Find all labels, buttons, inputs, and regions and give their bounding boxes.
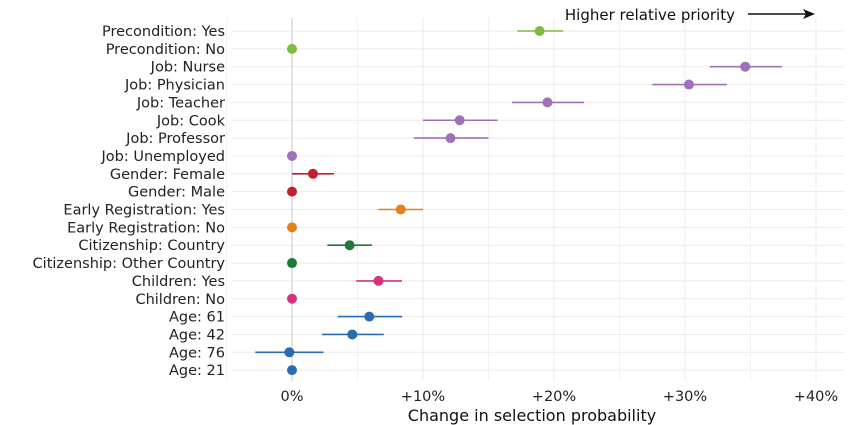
x-tick-label: 0% (280, 389, 303, 405)
point-estimate (347, 329, 358, 340)
point-estimate (373, 275, 384, 286)
y-tick-label: Children: Yes (132, 274, 225, 290)
annotation-text: Higher relative priority (565, 6, 735, 24)
x-axis-title: Change in selection probability (408, 406, 656, 425)
y-tick-label: Gender: Male (128, 185, 225, 201)
point-estimate (740, 61, 751, 72)
y-tick-label: Job: Cook (156, 113, 226, 129)
y-tick-label: Age: 76 (169, 345, 225, 361)
point-estimate (287, 293, 297, 304)
point-estimate (307, 168, 318, 179)
plot-panel (232, 18, 844, 381)
point-estimate (284, 347, 295, 358)
x-tick-label: +10% (401, 389, 445, 405)
y-tick-label: Precondition: Yes (102, 24, 225, 40)
point-estimate (287, 43, 297, 54)
y-tick-label: Age: 61 (169, 310, 225, 326)
point-estimate (534, 26, 545, 36)
y-tick-label: Citizenship: Country (78, 238, 225, 254)
annotation-arrow-head (803, 9, 815, 19)
y-tick-labels: Precondition: Yes Precondition: No Job: Nu… (33, 24, 226, 379)
y-tick-label: Job: Professor (125, 131, 225, 147)
point-estimate (445, 133, 456, 144)
x-tick-label: +20% (532, 389, 576, 405)
y-tick-label: Children: No (135, 292, 225, 308)
points (284, 26, 751, 376)
x-tick-label: +40% (794, 389, 838, 405)
y-tick-label: Precondition: No (106, 42, 225, 58)
grid-layer (226, 18, 844, 381)
point-estimate (287, 258, 297, 269)
point-estimate (287, 222, 297, 233)
priority-annotation: Higher relative priority (565, 6, 815, 24)
y-tick-label: Age: 21 (169, 363, 225, 379)
y-tick-label: Citizenship: Other Country (33, 256, 226, 272)
point-estimate (287, 365, 297, 376)
point-estimate (344, 240, 355, 251)
point-estimate (395, 204, 406, 215)
y-tick-label: Age: 42 (169, 327, 225, 343)
point-estimate (364, 311, 375, 322)
y-tick-label: Early Registration: Yes (63, 203, 225, 219)
point-estimate (683, 79, 694, 90)
y-tick-label: Job: Teacher (136, 95, 225, 111)
x-tick-label: +30% (663, 389, 707, 405)
point-estimate (287, 150, 297, 161)
y-tick-label: Early Registration: No (67, 220, 225, 236)
y-tick-label: Job: Unemployed (100, 149, 225, 165)
point-estimate (287, 186, 297, 197)
y-tick-label: Gender: Female (110, 167, 225, 183)
point-estimate (542, 97, 553, 108)
point-estimate (454, 115, 465, 126)
x-tick-labels: 0% +10% +20% +30% +40% (280, 389, 838, 405)
y-tick-label: Job: Nurse (150, 60, 225, 76)
y-tick-label: Job: Physician (124, 78, 225, 94)
